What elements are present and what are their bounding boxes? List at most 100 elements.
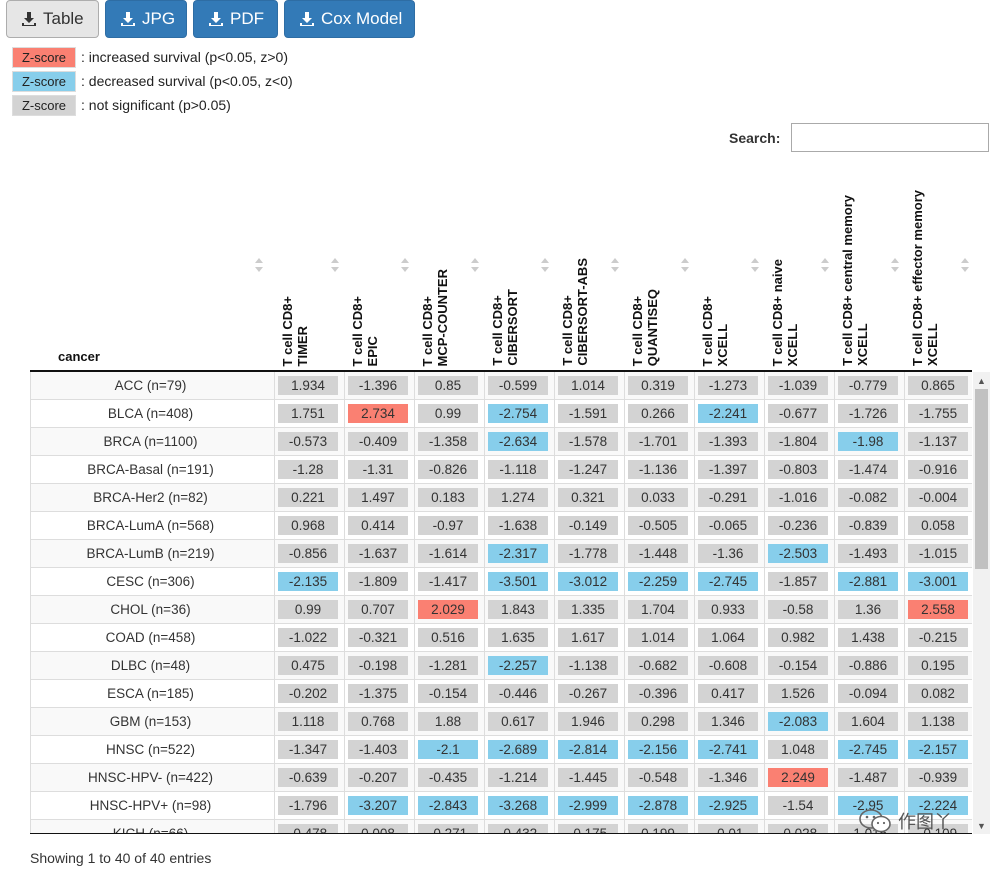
cancer-name-cell: DLBC (n=48) (30, 652, 270, 679)
z-score-cell: 0.183 (414, 484, 484, 511)
sort-icon[interactable] (890, 256, 900, 274)
sort-icon[interactable] (400, 256, 410, 274)
column-header-1[interactable]: T cell CD8+ EPIC (344, 160, 414, 370)
column-header-line1: T cell CD8+ (280, 295, 295, 366)
download-pdf-button[interactable]: PDF (193, 0, 278, 38)
z-score-cell: -0.886 (834, 652, 904, 679)
column-header-line2: CIBERSORT-ABS (575, 258, 590, 366)
watermark: 作图丫 (858, 808, 952, 834)
scroll-up-arrow-icon[interactable]: ▲ (977, 375, 986, 386)
column-header-label: T cell CD8+ effector memory XCELL (910, 190, 940, 366)
sort-icon[interactable] (680, 256, 690, 274)
z-score-value: -2.241 (698, 404, 758, 423)
z-score-cell: -1.796 (274, 792, 344, 819)
z-score-value: 1.704 (628, 600, 688, 619)
cancer-name-cell: HNSC-HPV+ (n=98) (30, 792, 270, 819)
column-header-5[interactable]: T cell CD8+ QUANTISEQ (624, 160, 694, 370)
column-header-7[interactable]: T cell CD8+ naive XCELL (764, 160, 834, 370)
sort-icon[interactable] (960, 256, 970, 274)
scroll-thumb[interactable] (975, 389, 988, 569)
z-score-cell: 0.968 (274, 512, 344, 539)
z-score-cell: -0.065 (694, 512, 764, 539)
table-scrollbar[interactable]: ▲ ▼ (973, 372, 990, 834)
z-score-value: 0.85 (418, 376, 478, 395)
z-score-cell: -1.474 (834, 456, 904, 483)
sort-icon[interactable] (540, 256, 550, 274)
z-score-cell: 1.014 (624, 624, 694, 651)
table-row: ESCA (n=185) -0.202 -1.375 -0.154 -0.446 -0.2… (30, 680, 972, 708)
table-info: Showing 1 to 40 of 40 entries (30, 850, 212, 866)
column-header-label: T cell CD8+ CIBERSORT-ABS (560, 258, 590, 366)
download-icon (209, 12, 223, 26)
z-score-value: 1.014 (558, 376, 618, 395)
column-header-4[interactable]: T cell CD8+ CIBERSORT-ABS (554, 160, 624, 370)
z-score-cell: 0.475 (274, 652, 344, 679)
z-score-value: -0.198 (348, 656, 408, 675)
z-score-cell: -1.281 (414, 652, 484, 679)
z-score-value: -3.207 (348, 796, 408, 815)
sort-icon[interactable] (254, 256, 264, 274)
z-score-cell: -2.745 (834, 736, 904, 763)
z-score-cell: -0.236 (764, 512, 834, 539)
z-score-value: -0.094 (838, 684, 898, 703)
cancer-name-cell: COAD (n=458) (30, 624, 270, 651)
z-score-value: -2.083 (768, 712, 828, 731)
download-table-button[interactable]: Table (6, 0, 99, 38)
z-score-cell: -2.503 (764, 540, 834, 567)
z-score-cell: -3.001 (904, 568, 972, 595)
column-header-9[interactable]: T cell CD8+ effector memory XCELL (904, 160, 974, 370)
z-score-cell: 1.36 (834, 596, 904, 623)
sort-icon[interactable] (330, 256, 340, 274)
cancer-name-cell: CHOL (n=36) (30, 596, 270, 623)
column-header-0[interactable]: T cell CD8+ TIMER (274, 160, 344, 370)
search-input[interactable] (791, 123, 989, 152)
z-score-value: -0.58 (768, 600, 828, 619)
z-score-cell: -3.012 (554, 568, 624, 595)
z-score-cell: 0.414 (344, 512, 414, 539)
sort-icon[interactable] (470, 256, 480, 274)
column-header-2[interactable]: T cell CD8+ MCP-COUNTER (414, 160, 484, 370)
download-cox-model-button[interactable]: Cox Model (284, 0, 415, 38)
z-score-value: -2.745 (698, 572, 758, 591)
column-header-6[interactable]: T cell CD8+ XCELL (694, 160, 764, 370)
table-row: COAD (n=458) -1.022 -0.321 0.516 1.635 1.617 1… (30, 624, 972, 652)
z-score-cell: -3.207 (344, 792, 414, 819)
z-score-cell: -0.321 (344, 624, 414, 651)
z-score-cell: -0.271 (414, 820, 484, 834)
table-row: CESC (n=306) -2.135 -1.809 -1.417 -3.501 -3.0… (30, 568, 972, 596)
z-score-cell: -0.291 (694, 484, 764, 511)
z-score-cell: -2.083 (764, 708, 834, 735)
z-score-cell: -0.939 (904, 764, 972, 791)
legend-key-not-significant: Z-score (12, 94, 76, 116)
z-score-value: -1.015 (838, 824, 898, 834)
z-score-value: -0.435 (418, 768, 478, 787)
z-score-cell: -2.814 (554, 736, 624, 763)
column-header-line2: TIMER (295, 325, 310, 366)
z-score-cell: -1.375 (344, 680, 414, 707)
z-score-value: 0.982 (768, 628, 828, 647)
sort-icon[interactable] (610, 256, 620, 274)
z-score-cell: -2.689 (484, 736, 554, 763)
z-score-value: -0.149 (558, 516, 618, 535)
column-header-cancer[interactable]: cancer (30, 160, 274, 370)
legend-row-decreased: Z-score : decreased survival (p<0.05, z<… (12, 69, 293, 93)
sort-icon[interactable] (820, 256, 830, 274)
z-score-cell: -1.015 (834, 820, 904, 834)
z-score-value: 1.438 (838, 628, 898, 647)
column-header-label: T cell CD8+ CIBERSORT (490, 289, 520, 366)
download-jpg-button[interactable]: JPG (105, 0, 187, 38)
z-score-value: -2.881 (838, 572, 898, 591)
table-body: ACC (n=79) 1.934 -1.396 0.85 -0.599 1.014 0.31… (30, 372, 972, 834)
z-score-value: -0.202 (278, 684, 338, 703)
z-score-cell: -1.591 (554, 400, 624, 427)
z-score-cell: -2.135 (274, 568, 344, 595)
column-header-8[interactable]: T cell CD8+ central memory XCELL (834, 160, 904, 370)
column-header-3[interactable]: T cell CD8+ CIBERSORT (484, 160, 554, 370)
z-score-cell: 1.014 (554, 372, 624, 399)
sort-icon[interactable] (750, 256, 760, 274)
column-header-line2: QUANTISEQ (645, 288, 660, 366)
table-header: cancer T cell CD8+ TIMER T cell CD8+ EPIC T … (30, 160, 972, 372)
z-score-value: -2.257 (488, 656, 548, 675)
z-score-cell: 1.064 (694, 624, 764, 651)
scroll-down-arrow-icon[interactable]: ▼ (977, 820, 986, 831)
